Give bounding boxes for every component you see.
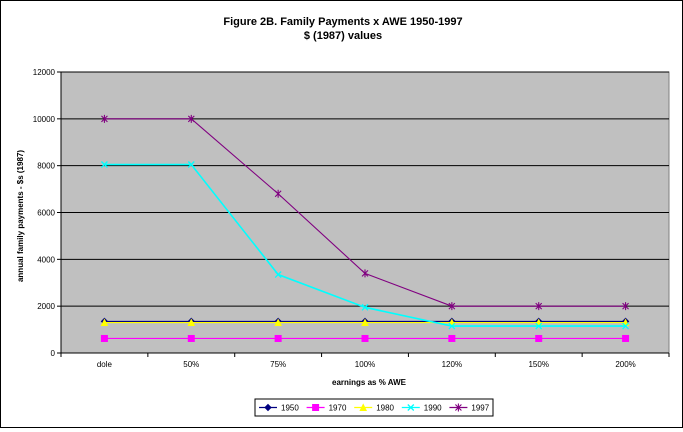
legend: 1950 1970 1980 1990 1997 xyxy=(254,398,494,417)
legend-label: 1980 xyxy=(376,404,394,413)
legend-label: 1997 xyxy=(471,404,489,413)
data-point-1997 xyxy=(448,302,456,311)
legend-label: 1990 xyxy=(424,404,442,413)
legend-marker xyxy=(407,404,415,411)
series-1997 xyxy=(101,114,629,311)
chart-title: Figure 2B. Family Payments x AWE 1950-19… xyxy=(223,16,462,28)
legend-item-1950: 1950 xyxy=(259,404,299,413)
y-tick-label: 6000 xyxy=(37,209,55,218)
legend-item-1980: 1980 xyxy=(354,403,395,413)
x-tick-label: 50% xyxy=(183,360,199,369)
legend-marker xyxy=(455,403,462,412)
x-tick-label: dole xyxy=(97,360,113,369)
data-point-1970 xyxy=(448,334,456,342)
data-point-1970 xyxy=(100,334,108,342)
x-tick-label: 120% xyxy=(442,360,462,369)
data-point-1990 xyxy=(100,161,108,168)
axes xyxy=(57,71,670,357)
series-group xyxy=(100,114,630,342)
data-point-1997 xyxy=(101,114,108,123)
y-tick-label: 4000 xyxy=(37,255,55,264)
legend-item-1997: 1997 xyxy=(449,403,490,413)
data-point-1970 xyxy=(361,334,369,342)
legend-marker xyxy=(359,403,368,411)
series-1990 xyxy=(100,161,630,330)
data-point-1990 xyxy=(187,161,195,168)
data-point-1997 xyxy=(274,189,282,198)
data-point-1997 xyxy=(622,302,629,311)
legend-marker xyxy=(312,404,320,411)
data-point-1980 xyxy=(187,318,196,327)
x-tick-label: 150% xyxy=(528,360,548,369)
data-point-1980 xyxy=(274,318,282,327)
legend-label: 1950 xyxy=(281,404,299,413)
legend-box xyxy=(254,398,494,417)
data-point-1990 xyxy=(622,322,630,330)
x-tick-labels: dole 50% 75% 100% 120% 150% 200% xyxy=(97,360,636,369)
series-1970 xyxy=(100,334,630,342)
data-point-1990 xyxy=(448,322,456,330)
data-point-1990 xyxy=(535,322,543,330)
data-point-1970 xyxy=(274,334,282,342)
y-axis-label: annual family payments - $s (1987) xyxy=(16,150,25,282)
y-tick-label: 12000 xyxy=(33,68,56,77)
data-point-1970 xyxy=(535,334,543,342)
y-tick-label: 2000 xyxy=(37,302,55,311)
chart-subtitle: $ (1987) values xyxy=(304,30,382,42)
legend-item-1970: 1970 xyxy=(306,404,347,413)
data-point-1997 xyxy=(535,302,543,311)
x-tick-label: 200% xyxy=(615,360,635,369)
y-tick-label: 10000 xyxy=(33,115,56,124)
data-point-1970 xyxy=(187,334,195,342)
legend-marker xyxy=(264,403,272,412)
x-tick-label: 75% xyxy=(270,360,286,369)
data-point-1997 xyxy=(187,114,195,123)
x-tick-label: 100% xyxy=(355,360,375,369)
legend-item-1990: 1990 xyxy=(401,404,442,413)
data-point-1980 xyxy=(100,318,109,327)
legend-label: 1970 xyxy=(329,404,347,413)
y-tick-label: 0 xyxy=(51,349,56,358)
y-tick-labels: 0 2000 4000 6000 8000 10000 12000 xyxy=(33,68,56,358)
data-point-1970 xyxy=(622,334,630,342)
data-point-1997 xyxy=(361,269,369,278)
data-point-1990 xyxy=(361,303,369,311)
x-axis-label: earnings as % AWE xyxy=(332,378,407,387)
y-tick-label: 8000 xyxy=(37,162,55,171)
data-point-1980 xyxy=(361,318,369,327)
data-point-1990 xyxy=(274,271,282,279)
